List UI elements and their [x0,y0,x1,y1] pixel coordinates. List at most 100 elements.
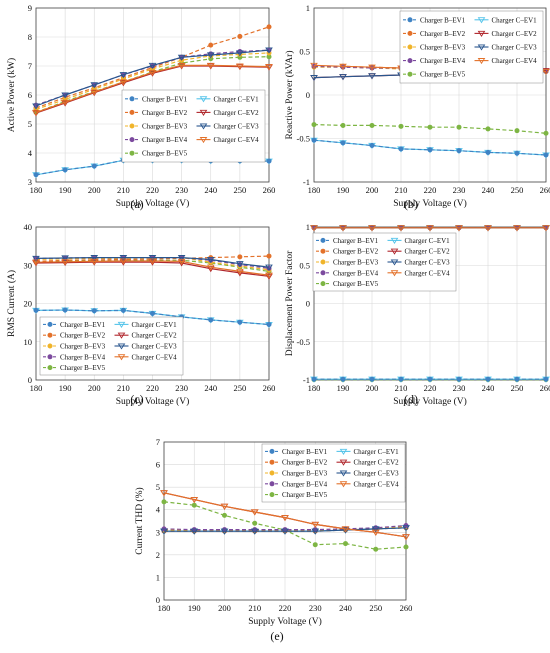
data-point [91,308,97,314]
y-tick-label: 0 [306,299,310,309]
legend-item: Charger C–EV2 [336,459,399,467]
data-point [368,225,376,232]
data-point [265,47,273,54]
data-point [191,502,197,508]
data-point [237,254,243,260]
legend-item: Charger B–EV5 [265,491,328,499]
data-point [190,497,199,504]
x-tick-label: 230 [453,383,466,393]
y-tick-label: 0.5 [299,260,310,270]
legend-marker [117,354,126,361]
data-point [368,73,376,80]
x-tick-label: 200 [366,185,379,195]
legend-marker [390,237,399,244]
series-9 [32,258,273,279]
x-tick-label: 260 [540,185,550,195]
x-axis-label: Supply Voltage (V) [116,396,190,407]
legend-marker [199,96,208,103]
y-tick-label: 2 [156,550,160,560]
x-tick-label: 220 [279,603,292,613]
legend-item: Charger B–EV3 [43,343,106,351]
series-line [35,260,270,276]
legend-label: Charger B–EV5 [333,280,379,288]
x-tick-label: 250 [369,603,382,613]
y-tick-label: 0 [28,375,32,385]
y-tick-label: 40 [24,222,33,232]
data-point [397,225,405,232]
data-point [148,62,157,69]
series-line [35,52,270,111]
y-axis-label: Reactive Power (kVAr) [284,51,295,140]
x-tick-label: 220 [424,383,437,393]
legend-item: Charger C–EV4 [196,136,259,144]
data-point [398,376,404,382]
legend-label: Charger C–EV2 [132,332,178,340]
legend-marker [477,17,486,24]
data-point [339,74,347,81]
legend-label: Charger C–EV2 [214,109,260,117]
y-axis-label: Displacement Power Factor [285,250,295,356]
data-point [455,225,463,232]
legend-marker [477,58,486,65]
x-tick-label: 210 [395,383,408,393]
series-5 [311,122,549,136]
legend-item: Charger B–EV2 [316,248,379,256]
legend-label: Charger C–EV3 [492,44,538,52]
legend-item: Charger B–EV4 [43,353,106,361]
x-tick-label: 210 [117,185,130,195]
legend-marker [269,459,275,465]
legend-marker [47,343,53,349]
legend-label: Charger B–EV2 [333,248,379,256]
legend-item: Charger B–EV1 [316,237,379,245]
data-point [281,528,289,535]
panel-label: (c) [130,392,143,406]
legend-item: Charger C–EV2 [196,109,260,117]
x-tick-label: 250 [234,185,247,195]
legend-item: Charger C–EV1 [387,237,450,245]
y-tick-label: -0.5 [297,337,310,347]
legend-marker [129,96,135,102]
legend-item: Charger B–EV1 [265,448,328,456]
x-axis-label: Supply Voltage (V) [248,616,322,627]
legend-label: Charger B–EV3 [142,123,188,131]
plot-frame [35,7,270,183]
data-point [485,126,491,132]
data-point [252,520,258,526]
series-8 [160,525,410,535]
legend-item: Charger B–EV5 [43,364,106,372]
x-tick-label: 200 [88,383,101,393]
legend-label: Charger C–EV4 [405,269,451,277]
data-point [398,123,404,129]
legend: Charger B–EV1 Charger B–EV2 Charger B–EV3 C… [399,10,544,84]
data-point [369,122,375,128]
data-point [514,150,520,156]
data-point [150,310,156,316]
x-tick-label: 200 [218,603,231,613]
data-point [236,268,244,275]
legend-marker [320,281,326,287]
legend-label: Charger B–EV3 [420,44,466,52]
data-point [369,376,375,382]
series-1 [311,376,549,382]
data-point [339,63,347,70]
data-point [427,124,433,130]
chart-panel-2: 180 190 200 210 220 230 240 250 260 -1 -0.5 0 0.5 1 Su… [284,3,550,211]
legend-item: Charger B–EV5 [403,71,466,79]
data-point [427,147,433,153]
data-point [119,80,128,87]
data-point [340,376,346,382]
legend-label: Charger B–EV1 [60,321,106,329]
data-point [484,225,492,232]
legend-label: Charger B–EV1 [333,237,379,245]
legend: Charger B–EV1 Charger B–EV2 Charger B–EV3 C… [261,443,406,503]
legend-label: Charger B–EV1 [420,16,466,24]
data-point [485,149,491,155]
data-point [340,122,346,128]
legend-marker [117,343,126,350]
data-point [148,255,157,262]
x-tick-label: 220 [146,383,159,393]
series-line [35,56,270,113]
legend-item: Charger C–EV1 [336,448,399,456]
x-tick-label: 250 [234,383,247,393]
